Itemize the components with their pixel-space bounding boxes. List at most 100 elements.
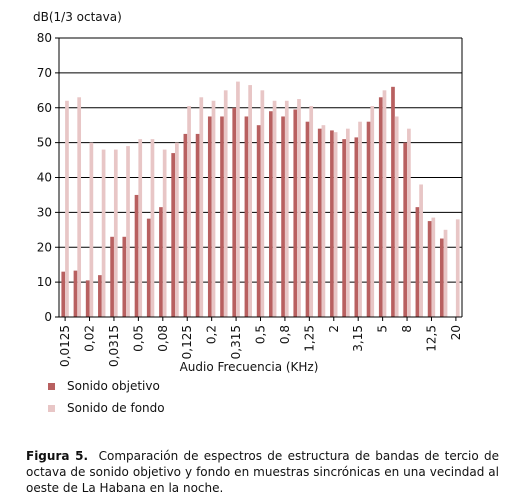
bar-sonido-objetivo [269, 111, 273, 317]
x-tick-label: 0,0125 [58, 325, 72, 367]
bar-sonido-fondo [126, 146, 130, 317]
bar-sonido-objetivo [159, 207, 163, 317]
bar-sonido-objetivo [207, 116, 212, 317]
bar-sonido-objetivo [256, 125, 261, 317]
y-tick-label: 80 [37, 31, 52, 45]
bar-sonido-fondo [321, 125, 326, 317]
bar-sonido-objetivo [427, 221, 432, 317]
x-tick-label: 0,0315 [107, 325, 121, 367]
bar-sonido-fondo [113, 149, 118, 317]
bar-sonido-objetivo [232, 107, 237, 317]
legend-swatch-objetivo [48, 383, 55, 390]
bar-sonido-objetivo [171, 153, 176, 317]
x-tick-label: 2 [327, 325, 341, 333]
y-tick-labels: 0 10 20 30 40 50 60 70 80 [37, 31, 59, 324]
x-tick-label: 0,315 [229, 325, 243, 359]
bar-sonido-objetivo [220, 116, 224, 317]
bar-sonido-objetivo [330, 130, 334, 317]
y-tick-label: 10 [37, 275, 52, 289]
bar-sonido-objetivo [366, 121, 371, 317]
bar-sonido-objetivo [403, 142, 408, 317]
bar-sonido-objetivo [317, 128, 322, 317]
y-axis-label: dB(1/3 octava) [33, 10, 122, 24]
y-tick-label: 40 [37, 171, 52, 185]
bar-sonido-objetivo [134, 194, 139, 317]
bar-sonido-fondo [260, 90, 265, 317]
bar-sonido-objetivo [98, 275, 102, 317]
bar-sonido-objetivo [305, 121, 310, 317]
bar-sonido-fondo [272, 100, 277, 318]
x-tick-labels: 0,0125 0,02 0,0315 0,05 0,08 0,125 0,2 0,315 0,5… [58, 317, 463, 367]
bar-sonido-objetivo [391, 86, 395, 317]
bar-sonido-objetivo [146, 218, 151, 317]
bar-sonido-fondo [101, 149, 106, 317]
x-tick-label: 0,8 [278, 325, 292, 344]
bar-sonido-fondo [138, 139, 143, 317]
x-tick-label: 0,02 [83, 325, 97, 352]
y-tick-label: 0 [44, 310, 52, 324]
bar-sonido-objetivo [281, 116, 285, 317]
bars [61, 81, 460, 318]
bar-sonido-objetivo [378, 97, 383, 317]
bar-sonido-fondo [89, 142, 94, 317]
bar-sonido-fondo [187, 106, 191, 317]
legend-label-objetivo: Sonido objetivo [67, 379, 160, 393]
bar-sonido-fondo [333, 132, 338, 317]
caption-label: Figura 5. [26, 449, 89, 463]
bar-sonido-objetivo [439, 238, 444, 317]
x-tick-label: 0,05 [131, 325, 145, 352]
bar-sonido-objetivo [415, 207, 420, 317]
bar-sonido-fondo [370, 106, 375, 317]
bar-sonido-objetivo [122, 236, 127, 317]
bar-sonido-fondo [211, 100, 216, 318]
caption-text: Comparación de espectros de estructura d… [26, 449, 499, 495]
x-tick-label: 0,08 [156, 325, 170, 352]
bar-sonido-fondo [223, 90, 228, 317]
legend-swatch-fondo [48, 405, 55, 412]
bar-sonido-fondo [297, 99, 301, 317]
bar-sonido-fondo [65, 100, 69, 318]
bar-sonido-fondo [150, 139, 155, 317]
bar-sonido-objetivo [73, 270, 78, 317]
legend-label-fondo: Sonido de fondo [67, 401, 165, 415]
x-tick-label: 12,5 [424, 325, 438, 352]
x-axis-label: Audio Frecuencia (KHz) [180, 360, 319, 374]
x-tick-label: 5 [376, 325, 390, 333]
bar-sonido-objetivo [195, 133, 200, 317]
bar-sonido-fondo [345, 128, 350, 317]
bar-sonido-fondo [236, 81, 240, 317]
bar-sonido-fondo [284, 100, 289, 318]
x-tick-label: 0,125 [180, 325, 194, 359]
y-tick-label: 50 [37, 136, 52, 150]
bar-sonido-fondo [419, 184, 423, 317]
bar-sonido-objetivo [85, 280, 90, 317]
bar-sonido-fondo [358, 121, 362, 317]
y-tick-label: 70 [37, 66, 52, 80]
bar-sonido-fondo [431, 217, 436, 317]
bar-sonido-fondo [199, 97, 204, 317]
bar-sonido-fondo [309, 106, 314, 317]
bar-sonido-objetivo [183, 133, 188, 317]
bar-sonido-fondo [77, 97, 82, 317]
bar-sonido-fondo [162, 149, 167, 317]
x-tick-label: 0,2 [205, 325, 219, 344]
figure-caption: Figura 5. Comparación de espectros de es… [26, 448, 499, 496]
x-tick-label: 0,5 [254, 325, 268, 344]
bar-sonido-objetivo [354, 137, 359, 317]
bar-sonido-fondo [407, 128, 411, 317]
bar-sonido-fondo [175, 142, 179, 317]
bar-sonido-fondo [382, 90, 387, 317]
bar-sonido-objetivo [342, 139, 346, 317]
x-tick-label: 20 [449, 325, 463, 340]
x-tick-label: 3,15 [351, 325, 365, 352]
y-tick-label: 30 [37, 205, 52, 219]
bar-sonido-objetivo [293, 109, 298, 318]
bar-sonido-fondo [394, 116, 399, 317]
y-tick-label: 60 [37, 101, 52, 115]
bar-sonido-fondo [455, 219, 460, 317]
bar-sonido-fondo [443, 229, 448, 317]
bar-sonido-objetivo [61, 271, 66, 317]
bar-sonido-fondo [248, 85, 252, 317]
bar-sonido-objetivo [110, 236, 114, 317]
